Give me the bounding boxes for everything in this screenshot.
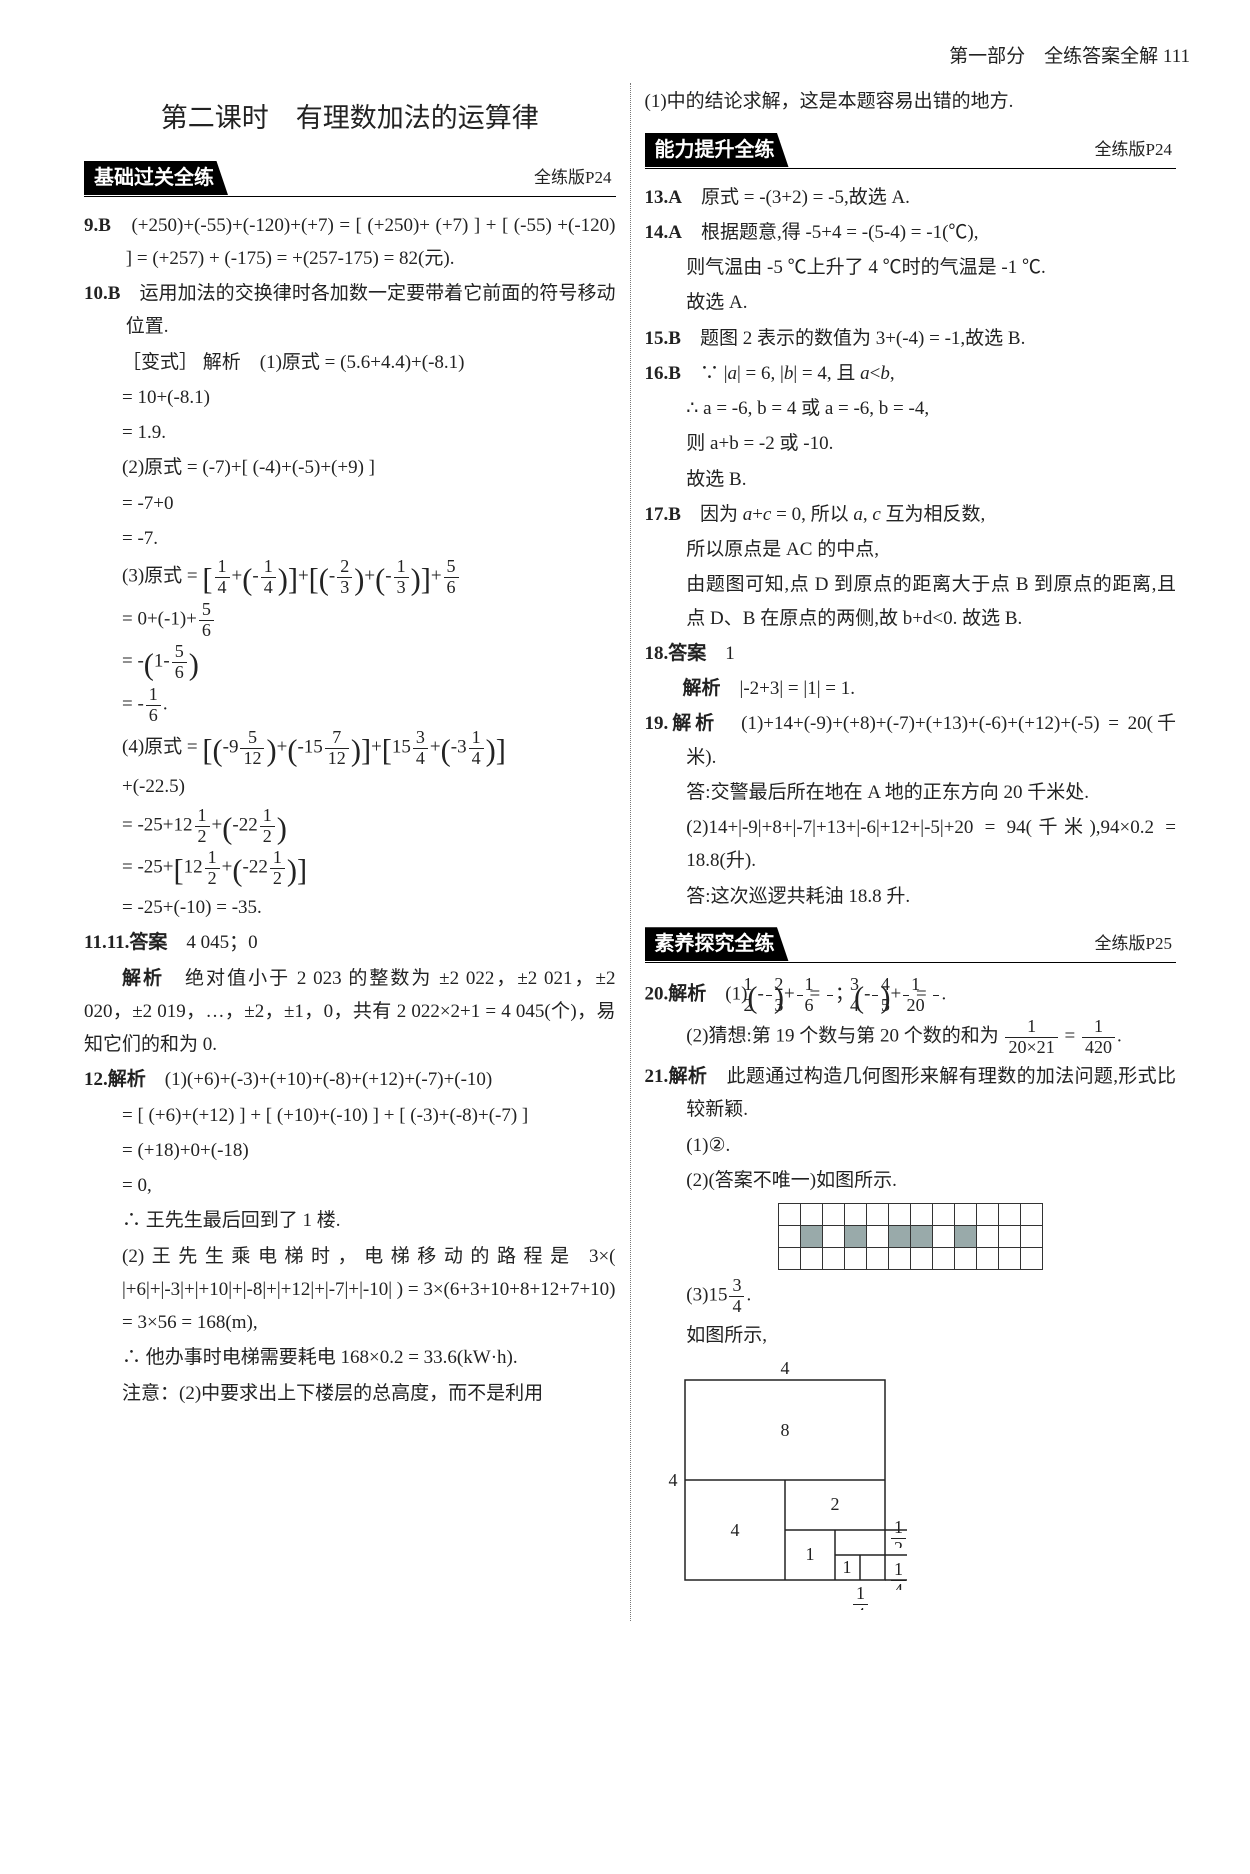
q12-2b: ∴ 他办事时电梯需要耗电 168×0.2 = 33.6(kW·h).	[84, 1341, 616, 1374]
svg-text:2: 2	[830, 1494, 839, 1514]
q21-4: 如图所示,	[645, 1319, 1177, 1352]
q19-2a: (2)14+|-9|+8+|-7|+13+|-6|+12+|-5|+20 = 9…	[645, 811, 1177, 878]
q10-variant-lead: ［变式］ 解析 (1)原式 = (5.6+4.4)+(-8.1)	[84, 346, 616, 379]
q10v4d: = -25+[1212+(-2212)]	[84, 848, 616, 889]
q10v3c: = -(1-56)	[84, 642, 616, 683]
q21-1: (1)②.	[645, 1129, 1177, 1162]
exp-label: 解析	[683, 678, 721, 699]
q10v1c: = 1.9.	[84, 416, 616, 449]
q20-2: (2)猜想:第 19 个数与第 20 个数的和为 120×21 = 1420.	[645, 1017, 1177, 1058]
q10v4c: = -25+1212+(-2212)	[84, 806, 616, 847]
q21-lead: 21.解析 此题通过构造几何图形来解有理数的加法问题,形式比较新颖.	[645, 1060, 1177, 1127]
q14c: 故选 A.	[645, 286, 1177, 319]
q12-1e: ∴ 王先生最后回到了 1 楼.	[84, 1204, 616, 1237]
svg-text:4: 4	[730, 1520, 739, 1540]
q12-1c: = (+18)+0+(-18)	[84, 1134, 616, 1167]
section-ability-title: 能力提升全练	[645, 133, 789, 167]
q10v2b: = -7+0	[84, 487, 616, 520]
q21-2: (2)(答案不唯一)如图所示.	[645, 1164, 1177, 1197]
q10v1b: = 10+(-8.1)	[84, 381, 616, 414]
q17c: 由题图可知,点 D 到原点的距离大于点 B 到原点的距离,且点 D、B 在原点的…	[645, 568, 1177, 635]
q10v3d: = -16.	[84, 685, 616, 726]
grid-table	[778, 1203, 1043, 1270]
variant-label: ［变式］ 解析	[122, 352, 241, 373]
content-columns: 第二课时 有理数加法的运算律 基础过关全练 全练版P24 9.B (+250)+…	[70, 83, 1190, 1621]
q10v4: (4)原式 = [(-9512)+(-15712)]+[1534+(-314)]	[84, 728, 616, 769]
q16c: 则 a+b = -2 或 -10.	[645, 427, 1177, 460]
q12-note: 注意：(2)中要求出上下楼层的总高度，而不是利用	[84, 1377, 616, 1410]
q15: 15.B 题图 2 表示的数值为 3+(-4) = -1,故选 B.	[645, 322, 1177, 355]
q10v4e: = -25+(-10) = -35.	[84, 891, 616, 924]
right-column: (1)中的结论求解，这是本题容易出错的地方. 能力提升全练 全练版P24 13.…	[631, 83, 1191, 1621]
cont: (1)中的结论求解，这是本题容易出错的地方.	[645, 85, 1177, 118]
q19-1a: 19.解析 (1)+14+(-9)+(+8)+(-7)+(+13)+(-6)+(…	[645, 707, 1177, 774]
exp-label: 解析	[122, 968, 164, 989]
q10: 10.B 运用加法的交换律时各加数一定要带着它前面的符号移动位置.	[84, 277, 616, 344]
q13: 13.A 原式 = -(3+2) = -5,故选 A.	[645, 181, 1177, 214]
section-basic-title: 基础过关全练	[84, 161, 228, 195]
q19-1b: 答:交警最后所在地在 A 地的正东方向 20 千米处.	[645, 776, 1177, 809]
q19-2b: 答:这次巡逻共耗油 18.8 升.	[645, 880, 1177, 913]
q20-guess-text: (2)猜想:第 19 个数与第 20 个数的和为	[686, 1026, 998, 1047]
lesson-title: 第二课时 有理数加法的运算律	[84, 95, 616, 142]
q21-lead-t: 此题通过构造几何图形来解有理数的加法问题,形式比较新颖.	[686, 1066, 1176, 1120]
q11-exp-text: 绝对值小于 2 023 的整数为 ±2 022，±2 021，±2 020，±2…	[84, 968, 616, 1056]
section-explore-title: 素养探究全练	[645, 927, 789, 961]
q10v1a: (1)原式 = (5.6+4.4)+(-8.1)	[260, 352, 465, 373]
svg-text:1: 1	[805, 1544, 814, 1564]
q12-1b: = [ (+6)+(+12) ] + [ (+10)+(-10) ] + [ (…	[84, 1099, 616, 1132]
header-pagenum: 111	[1163, 46, 1190, 67]
svg-text:4: 4	[780, 1360, 789, 1378]
header-part: 第一部分 全练答案全解	[949, 46, 1158, 67]
left-column: 第二课时 有理数加法的运算律 基础过关全练 全练版P24 9.B (+250)+…	[70, 83, 631, 1621]
q10v2c: = -7.	[84, 522, 616, 555]
q12-1a-text: (1)(+6)+(-3)+(+10)+(-8)+(+12)+(-7)+(-10)	[165, 1069, 492, 1090]
section-ability-ref: 全练版P24	[1095, 135, 1176, 165]
q10v3: (3)原式 = [14+(-14)]+[(-23)+(-13)]+56	[84, 557, 616, 598]
q14b: 则气温由 -5 ℃上升了 4 ℃时的气温是 -1 ℃.	[645, 251, 1177, 284]
q16d: 故选 B.	[645, 463, 1177, 496]
svg-text:4: 4	[668, 1470, 677, 1490]
q12-1a: 12.解析 (1)(+6)+(-3)+(+10)+(-8)+(+12)+(-7)…	[84, 1063, 616, 1096]
section-explore-ref: 全练版P25	[1095, 929, 1176, 959]
q16a: 16.B ∵ |a| = 6, |b| = 4, 且 a<b,	[645, 357, 1177, 390]
q20-1: 20.解析 (1)(-12)+23 = 16；(-34)+45 = 120.	[645, 975, 1177, 1016]
q18-val: 1	[725, 643, 735, 664]
q10v2a: (2)原式 = (-7)+[ (-4)+(-5)+(+9) ]	[84, 451, 616, 484]
q12-1d: = 0,	[84, 1169, 616, 1202]
q16b: ∴ a = -6, b = 4 或 a = -6, b = -4,	[645, 392, 1177, 425]
q11-val: 4 045；0	[186, 932, 257, 953]
grid-figure	[645, 1203, 1177, 1270]
q18-exp: 解析 |-2+3| = |1| = 1.	[645, 672, 1177, 705]
svg-text:1: 1	[842, 1557, 851, 1577]
section-explore: 素养探究全练 全练版P25	[645, 927, 1177, 963]
q19-1a-t: (1)+14+(-9)+(+8)+(-7)+(+13)+(-6)+(+12)+(…	[686, 713, 1176, 767]
q17b: 所以原点是 AC 的中点,	[645, 533, 1177, 566]
q14a: 14.A 根据题意,得 -5+4 = -(5-4) = -1(℃),	[645, 216, 1177, 249]
section-basic-ref: 全练版P24	[534, 163, 615, 193]
svg-text:8: 8	[780, 1420, 789, 1440]
ans-label: 11.答案	[107, 932, 168, 953]
q10v4b: +(-22.5)	[84, 770, 616, 803]
q18-exp-text: |-2+3| = |1| = 1.	[740, 678, 855, 699]
q9: 9.B (+250)+(-55)+(-120)+(+7) = [ (+250)+…	[84, 209, 616, 276]
q18-ans: 18.答案 1	[645, 637, 1177, 670]
q17a: 17.B 因为 a+c = 0, 所以 a, c 互为相反数,	[645, 498, 1177, 531]
geometry-figure: 4 4 8 4 2 1 1 12 14 14	[645, 1360, 1177, 1621]
q10v3b: = 0+(-1)+56	[84, 600, 616, 641]
q21-3: (3)1534.	[645, 1276, 1177, 1317]
section-basic: 基础过关全练 全练版P24	[84, 161, 616, 197]
q11-exp: 解析 绝对值小于 2 023 的整数为 ±2 022，±2 021，±2 020…	[84, 962, 616, 1062]
geo-svg: 4 4 8 4 2 1 1 12 14 14	[645, 1360, 945, 1610]
q11-ans: 11.11.答案 4 045；0	[84, 926, 616, 959]
section-ability: 能力提升全练 全练版P24	[645, 133, 1177, 169]
q12-2a: (2)王先生乘电梯时，电梯移动的路程是 3×( |+6|+|-3|+|+10|+…	[84, 1240, 616, 1340]
page-header: 第一部分 全练答案全解 111	[70, 40, 1190, 73]
